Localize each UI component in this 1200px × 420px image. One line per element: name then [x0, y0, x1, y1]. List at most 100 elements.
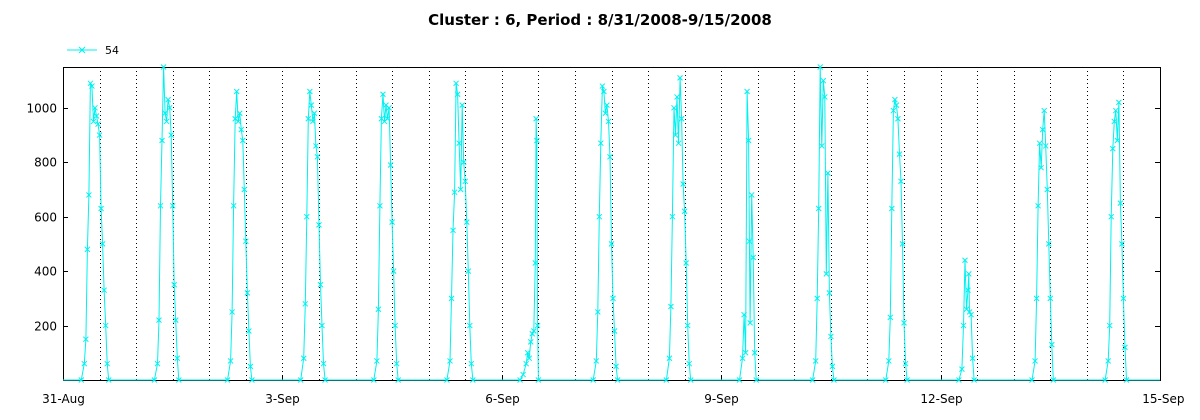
data-point	[374, 358, 380, 364]
data-point	[902, 360, 909, 367]
data-point	[390, 268, 397, 274]
data-point	[892, 96, 898, 103]
data-point	[741, 311, 747, 318]
data-point	[739, 355, 746, 362]
data-point	[1112, 107, 1119, 114]
data-point	[1123, 377, 1130, 383]
data-point	[671, 104, 677, 111]
data-point	[608, 241, 615, 247]
data-point	[241, 186, 248, 193]
data-point	[829, 363, 836, 370]
data-point	[1036, 140, 1043, 147]
data-point	[169, 202, 176, 209]
data-point	[526, 355, 533, 362]
x-tick-label: 3-Sep	[265, 392, 300, 406]
data-point	[523, 360, 530, 367]
legend-label: 54	[105, 44, 119, 57]
data-point	[597, 140, 604, 147]
data-point	[166, 104, 173, 111]
data-point	[593, 358, 600, 364]
data-point	[165, 96, 171, 103]
data-point	[466, 322, 473, 329]
data-point	[314, 153, 321, 160]
x-tick-label: 12-Sep	[920, 392, 962, 406]
data-point	[302, 300, 309, 307]
data-point	[81, 360, 88, 367]
data-point	[965, 287, 971, 294]
data-point	[297, 377, 304, 383]
data-point	[1038, 164, 1045, 171]
data-point	[821, 94, 828, 100]
data-point	[1116, 99, 1122, 106]
data-point	[174, 355, 181, 362]
data-point	[745, 137, 752, 144]
data-point	[684, 322, 691, 329]
y-tick-label: 400	[34, 265, 57, 279]
data-point	[590, 377, 597, 383]
data-point	[233, 88, 240, 95]
data-point	[1039, 126, 1046, 133]
data-point	[1029, 377, 1035, 383]
y-tick-label: 1000	[26, 102, 57, 116]
data-point	[306, 88, 313, 95]
data-point	[235, 118, 242, 125]
data-point	[93, 113, 100, 119]
data-point	[1114, 137, 1121, 144]
plot-frame	[63, 67, 1161, 381]
data-point	[681, 208, 688, 215]
data-point	[826, 290, 833, 296]
data-point	[824, 170, 831, 177]
data-point	[308, 102, 315, 108]
data-point	[668, 303, 674, 310]
data-point	[818, 143, 825, 149]
x-tick-label: 31-Aug	[42, 392, 85, 406]
data-point	[465, 268, 472, 274]
data-point	[104, 360, 111, 367]
data-point	[742, 349, 749, 356]
data-point	[159, 137, 165, 144]
data-point	[227, 358, 234, 364]
data-point	[1108, 213, 1115, 220]
data-point	[814, 295, 821, 302]
data-point	[84, 246, 91, 253]
data-point	[678, 115, 685, 122]
data-point	[239, 137, 246, 144]
data-point	[820, 77, 827, 84]
series-line-54	[63, 66, 1160, 381]
data-point	[817, 64, 824, 70]
data-point	[882, 377, 889, 383]
data-point	[677, 75, 683, 81]
data-point	[460, 159, 467, 166]
data-point	[672, 132, 679, 138]
data-point	[1119, 241, 1125, 247]
data-point	[890, 107, 897, 114]
data-point	[686, 360, 693, 367]
data-point	[447, 358, 453, 364]
data-point	[901, 319, 907, 326]
data-point	[393, 360, 400, 367]
data-point	[317, 281, 324, 288]
data-point	[674, 94, 680, 100]
x-tick-label: 6-Sep	[485, 392, 520, 406]
data-point	[966, 309, 973, 315]
data-point	[454, 91, 461, 98]
data-point	[611, 328, 618, 334]
data-point	[1047, 295, 1054, 302]
data-point	[375, 306, 382, 313]
data-point	[968, 311, 974, 318]
data-point	[683, 260, 690, 266]
y-tick-label: 600	[34, 211, 57, 225]
data-point	[462, 178, 469, 185]
data-point	[887, 314, 894, 321]
data-point	[236, 110, 243, 117]
data-point	[596, 213, 603, 220]
data-point	[533, 115, 539, 122]
data-point	[896, 151, 903, 157]
data-point	[605, 118, 612, 125]
legend-marker	[78, 46, 86, 54]
data-point	[601, 88, 607, 95]
data-point	[1122, 344, 1128, 351]
data-point	[666, 355, 673, 362]
data-point	[607, 153, 613, 160]
data-point	[885, 358, 892, 364]
